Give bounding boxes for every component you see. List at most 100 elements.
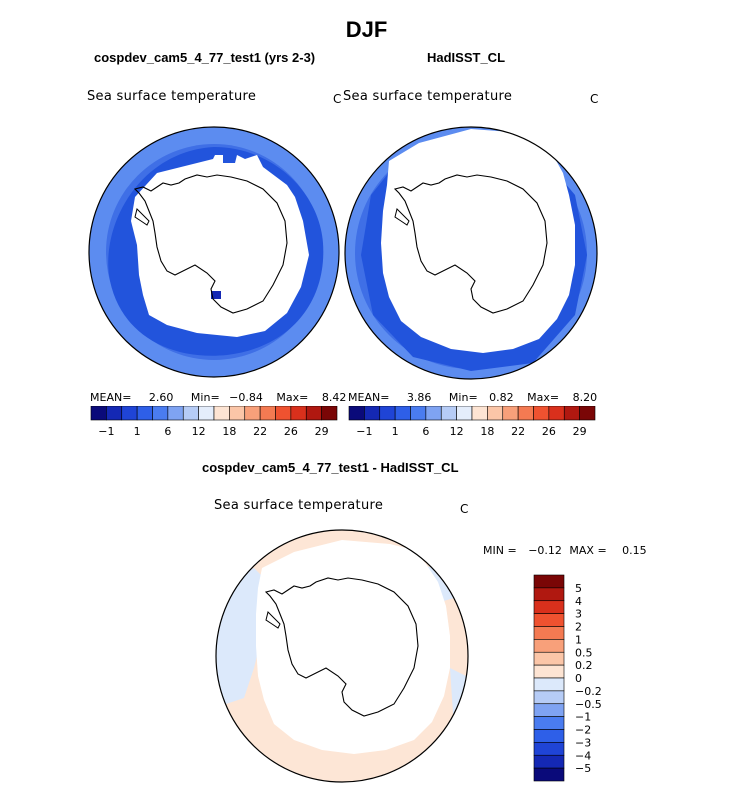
right-colorbar-box — [425, 406, 442, 421]
diff-unit-label: C — [460, 502, 469, 516]
sea-ice-region — [131, 155, 309, 337]
left-colorbar-tick-label: −1 — [98, 425, 114, 438]
left-colorbar-box — [259, 406, 276, 421]
left-colorbar-box — [290, 406, 307, 421]
sea-ice-region — [381, 129, 575, 353]
right-unit-label: C — [590, 92, 599, 106]
diff-variable-label: Sea surface temperature — [214, 498, 384, 513]
diff-max-label: MAX = — [569, 544, 607, 557]
left-colorbar-box — [90, 406, 107, 421]
right-mean-label: MEAN= — [348, 391, 390, 404]
diff-colorbar-tick-label: 0.5 — [575, 646, 593, 659]
right-min-value: 0.82 — [489, 391, 514, 404]
diff-colorbar-tick-label: −2 — [575, 724, 591, 737]
diff-colorbar-box — [533, 677, 565, 692]
right-colorbar-tick-label: 1 — [392, 425, 399, 438]
right-colorbar-box — [364, 406, 381, 421]
diff-panel-title: cospdev_cam5_4_77_test1 - HadISST_CL — [202, 460, 459, 475]
left-colorbar-box — [229, 406, 246, 421]
left-colorbar-box — [121, 406, 138, 421]
left-unit-label: C — [333, 92, 342, 106]
right-colorbar-box — [579, 406, 596, 421]
diff-negative-patch-2 — [450, 668, 468, 738]
diff-colorbar-box — [533, 729, 565, 743]
diff-min-value: −0.12 — [528, 544, 562, 557]
map-boundary — [215, 529, 469, 783]
antarctic-peninsula — [134, 208, 150, 226]
right-colorbar-box — [502, 406, 519, 421]
diff-colorbar-box — [533, 587, 565, 602]
sea-ice-region — [256, 540, 450, 754]
ocean-notch — [211, 291, 221, 299]
diff-colorbar-box — [533, 664, 565, 679]
diff-colorbar-tick-label: 4 — [575, 595, 582, 608]
left-max-value: 8.42 — [321, 391, 347, 404]
diff-colorbar-tick-label: 0 — [575, 672, 582, 685]
right-colorbar-box — [517, 406, 534, 421]
left-colorbar-box — [213, 406, 230, 421]
left-colorbar-tick-label: 29 — [315, 425, 329, 438]
diff-colorbar-box — [533, 574, 565, 589]
left-colorbar-box — [167, 406, 184, 421]
diff-colorbar-box — [533, 703, 565, 717]
left-colorbar-box — [275, 406, 292, 421]
diff-colorbar-tick-label: −0.2 — [575, 685, 602, 698]
diff-min-label: MIN = — [483, 544, 517, 557]
right-colorbar-tick-label: 18 — [480, 425, 494, 438]
right-colorbar: −1 1 6 12 18 22 26 29 — [348, 406, 596, 438]
right-max-value: 8.20 — [572, 391, 598, 404]
diff-colorbar-box — [533, 754, 565, 769]
right-colorbar-box — [440, 406, 457, 421]
diff-colorbar-box — [533, 626, 565, 640]
diff-polar-map — [215, 529, 469, 783]
right-colorbar-tick-label: 22 — [511, 425, 525, 438]
diff-colorbar-box — [533, 651, 565, 666]
right-colorbar-box — [379, 406, 396, 421]
left-min-value: −0.84 — [229, 391, 263, 404]
right-colorbar-box — [348, 406, 365, 421]
right-colorbar-tick-label: 6 — [422, 425, 429, 438]
right-panel-title: HadISST_CL — [427, 50, 506, 65]
right-colorbar-tick-label: −1 — [356, 425, 372, 438]
left-mean-label: MEAN= — [90, 391, 132, 404]
left-colorbar-box — [152, 406, 169, 421]
right-colorbar-box — [410, 406, 427, 421]
diff-colorbar-box — [533, 742, 565, 756]
left-panel-title: cospdev_cam5_4_77_test1 (yrs 2-3) — [94, 50, 316, 65]
diff-colorbar-tick-label: −0.5 — [575, 698, 602, 711]
antarctica-coastline — [393, 174, 548, 314]
right-polar-map — [344, 126, 598, 380]
right-colorbar-box — [456, 406, 473, 421]
left-colorbar-tick-label: 22 — [253, 425, 267, 438]
left-colorbar-tick-label: 12 — [192, 425, 206, 438]
left-colorbar-tick-label: 6 — [164, 425, 171, 438]
left-colorbar-box — [198, 406, 215, 421]
right-colorbar-box — [487, 406, 504, 421]
diff-colorbar-tick-label: −1 — [575, 711, 591, 724]
diff-colorbar-box — [533, 639, 565, 653]
left-colorbar: −1 1 6 12 18 22 26 29 — [90, 406, 338, 438]
right-colorbar-box — [548, 406, 565, 421]
map-boundary — [88, 126, 340, 378]
diff-colorbar-box — [533, 600, 565, 614]
diff-colorbar-tick-label: −3 — [575, 736, 591, 749]
antarctic-peninsula — [265, 611, 281, 629]
left-polar-map — [88, 126, 340, 378]
diff-stats: MIN = −0.12 MAX = 0.15 — [483, 544, 647, 557]
left-colorbar-box — [136, 406, 153, 421]
right-colorbar-tick-label: 29 — [573, 425, 587, 438]
diff-colorbar-box — [533, 690, 565, 705]
left-stats: MEAN= 2.60 Min= −0.84 Max= 8.42 — [90, 391, 346, 404]
right-colorbar-box — [394, 406, 411, 421]
right-colorbar-box — [533, 406, 550, 421]
diff-colorbar-box — [533, 767, 565, 782]
right-max-label: Max= — [527, 391, 560, 404]
map-boundary — [344, 126, 598, 380]
left-colorbar-tick-label: 1 — [134, 425, 141, 438]
right-colorbar-box — [471, 406, 488, 421]
left-colorbar-box — [321, 406, 338, 421]
diff-colorbar-tick-label: 1 — [575, 633, 582, 646]
right-colorbar-tick-label: 12 — [450, 425, 464, 438]
right-stats: MEAN= 3.86 Min= 0.82 Max= 8.20 — [348, 391, 597, 404]
